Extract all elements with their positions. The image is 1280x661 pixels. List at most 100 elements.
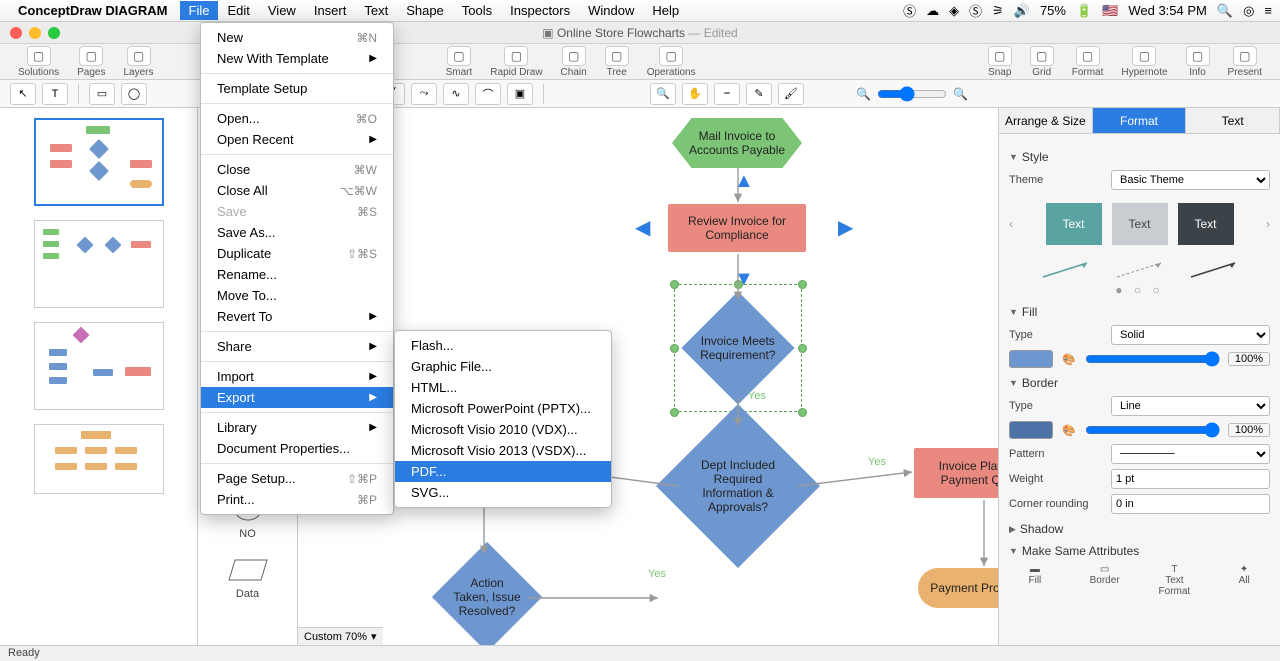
border-type-select[interactable]: Line: [1111, 396, 1270, 416]
border-color-picker-icon[interactable]: 🎨: [1061, 424, 1077, 437]
rect-tool[interactable]: ▭: [89, 83, 115, 105]
same-text-format[interactable]: TText Format: [1149, 564, 1201, 597]
wifi-icon[interactable]: ⚞: [992, 3, 1004, 19]
section-shadow[interactable]: Shadow: [1009, 522, 1270, 536]
paint-tool[interactable]: 🖌: [778, 83, 804, 105]
close-window-button[interactable]: [10, 27, 22, 39]
page-thumbnail-3[interactable]: [34, 322, 164, 410]
file-menu-document-properties-[interactable]: Document Properties...: [201, 438, 393, 459]
file-menu-page-setup-[interactable]: Page Setup...⇧⌘P: [201, 468, 393, 489]
file-menu-duplicate[interactable]: Duplicate⇧⌘S: [201, 243, 393, 264]
quickdraw-arrow[interactable]: ▼: [734, 268, 754, 291]
zoom-window-button[interactable]: [48, 27, 60, 39]
same-all[interactable]: ✦All: [1218, 564, 1270, 597]
file-menu-print-[interactable]: Print...⌘P: [201, 489, 393, 510]
section-border[interactable]: Border: [1009, 376, 1270, 390]
file-menu-close[interactable]: Close⌘W: [201, 159, 393, 180]
toolbar-present[interactable]: ▢Present: [1222, 46, 1268, 78]
export-microsoft-powerpoint-pptx-[interactable]: Microsoft PowerPoint (PPTX)...: [395, 398, 611, 419]
toolbar-layers[interactable]: ▢Layers: [118, 46, 160, 78]
zoom-control[interactable]: Custom 70%▾: [298, 627, 383, 645]
text-tool[interactable]: T: [42, 83, 68, 105]
corner-rounding-input[interactable]: [1111, 494, 1270, 514]
file-menu-import[interactable]: Import▶: [201, 366, 393, 387]
volume-icon[interactable]: 🔊: [1014, 3, 1030, 19]
menu-shape[interactable]: Shape: [397, 1, 453, 20]
menu-tools[interactable]: Tools: [453, 1, 501, 20]
toolbar-chain[interactable]: ▢Chain: [555, 46, 593, 78]
shape-data[interactable]: Data: [227, 558, 269, 600]
file-menu-move-to-[interactable]: Move To...: [201, 285, 393, 306]
menu-inspectors[interactable]: Inspectors: [501, 1, 579, 20]
quickdraw-arrow[interactable]: ◀: [635, 215, 650, 240]
swatch-next[interactable]: ›: [1266, 217, 1270, 231]
node-action[interactable]: Action Taken, Issue Resolved?: [432, 542, 542, 645]
node-review[interactable]: Review Invoice for Compliance: [668, 204, 806, 252]
file-menu-revert-to[interactable]: Revert To▶: [201, 306, 393, 327]
arrow-sample-2[interactable]: [1115, 261, 1165, 279]
fill-opacity-value[interactable]: 100%: [1228, 352, 1270, 366]
fill-color-well[interactable]: [1009, 350, 1053, 368]
cloud-icon[interactable]: ☁: [926, 3, 939, 19]
theme-select[interactable]: Basic Theme: [1111, 170, 1270, 190]
flag-icon[interactable]: 🇺🇸: [1102, 3, 1118, 19]
notification-center-icon[interactable]: ≡: [1264, 3, 1272, 18]
tab-text[interactable]: Text: [1186, 108, 1280, 133]
quickdraw-arrow[interactable]: ▲: [734, 170, 754, 193]
node-queue[interactable]: Invoice Placed in Payment Queue: [914, 448, 998, 498]
zoom-out-icon[interactable]: 🔍: [856, 87, 871, 101]
section-style[interactable]: Style: [1009, 150, 1270, 164]
menu-insert[interactable]: Insert: [305, 1, 356, 20]
arrow-sample-3[interactable]: [1189, 261, 1239, 279]
file-menu-open-recent[interactable]: Open Recent▶: [201, 129, 393, 150]
theme-swatch-2[interactable]: Text: [1112, 203, 1168, 245]
tab-format[interactable]: Format: [1093, 108, 1187, 133]
file-menu-new-with-template[interactable]: New With Template▶: [201, 48, 393, 69]
dropbox-icon[interactable]: ◈: [949, 3, 959, 19]
page-thumbnail-2[interactable]: [34, 220, 164, 308]
node-payment[interactable]: Payment Processed: [918, 568, 998, 608]
export-svg-[interactable]: SVG...: [395, 482, 611, 503]
spotlight-icon[interactable]: 🔍: [1217, 3, 1233, 19]
toolbar-tree[interactable]: ▢Tree: [599, 46, 635, 78]
toolbar-snap[interactable]: ▢Snap: [982, 46, 1018, 78]
file-menu-save-as-[interactable]: Save As...: [201, 222, 393, 243]
zoom-in-icon[interactable]: 🔍: [953, 87, 968, 101]
toolbar-pages[interactable]: ▢Pages: [71, 46, 111, 78]
swatch-pager[interactable]: ● ○ ○: [1009, 283, 1270, 297]
file-menu-export[interactable]: Export▶: [201, 387, 393, 408]
theme-swatch-1[interactable]: Text: [1046, 203, 1102, 245]
page-thumbnail-4[interactable]: [34, 424, 164, 494]
spline-tool[interactable]: ∿: [443, 83, 469, 105]
file-menu-template-setup[interactable]: Template Setup: [201, 78, 393, 99]
border-opacity-value[interactable]: 100%: [1228, 423, 1270, 437]
menu-window[interactable]: Window: [579, 1, 643, 20]
border-opacity-slider[interactable]: [1085, 422, 1220, 438]
node-deptinfo[interactable]: Dept Included Required Information & App…: [656, 404, 820, 568]
toolbar-format[interactable]: ▢Format: [1066, 46, 1110, 78]
battery-icon[interactable]: 🔋: [1076, 3, 1092, 19]
section-same-attrs[interactable]: Make Same Attributes: [1009, 544, 1270, 558]
export-html-[interactable]: HTML...: [395, 377, 611, 398]
file-menu-open-[interactable]: Open...⌘O: [201, 108, 393, 129]
toolbar-info[interactable]: ▢Info: [1180, 46, 1216, 78]
same-border[interactable]: ▭Border: [1079, 564, 1131, 597]
export-pdf-[interactable]: PDF...: [395, 461, 611, 482]
eyedropper-tool[interactable]: ✎: [746, 83, 772, 105]
battery-percent[interactable]: 75%: [1040, 3, 1066, 18]
toolbar-smart[interactable]: ▢Smart: [440, 46, 479, 78]
toolbar-rapid-draw[interactable]: ▢Rapid Draw: [484, 46, 548, 78]
menu-help[interactable]: Help: [643, 1, 688, 20]
theme-swatch-3[interactable]: Text: [1178, 203, 1234, 245]
export-microsoft-visio-vdx-[interactable]: Microsoft Visio 2010 (VDX)...: [395, 419, 611, 440]
app-name[interactable]: ConceptDraw DIAGRAM: [18, 3, 168, 18]
file-menu-new[interactable]: New⌘N: [201, 27, 393, 48]
tab-arrange-size[interactable]: Arrange & Size: [999, 108, 1093, 133]
siri-icon[interactable]: ◎: [1243, 3, 1254, 19]
export-flash-[interactable]: Flash...: [395, 335, 611, 356]
node-mail[interactable]: Mail Invoice to Accounts Payable: [672, 118, 802, 168]
border-weight-input[interactable]: [1111, 469, 1270, 489]
border-pattern-select[interactable]: ───────: [1111, 444, 1270, 464]
toolbar-solutions[interactable]: ▢Solutions: [12, 46, 65, 78]
clock[interactable]: Wed 3:54 PM: [1128, 3, 1207, 18]
